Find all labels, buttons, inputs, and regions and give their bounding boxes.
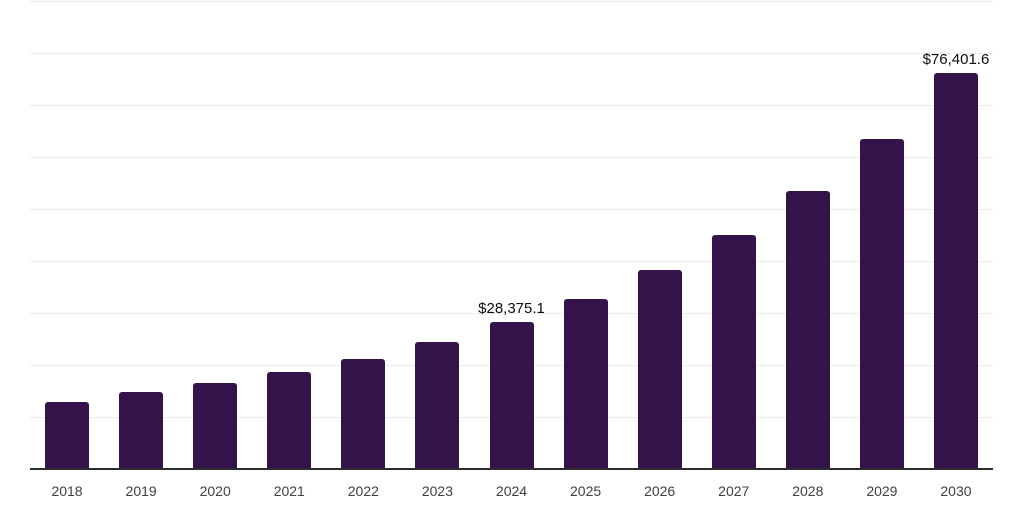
- bar-2029: [859, 138, 904, 470]
- gridline-70000: [30, 105, 993, 106]
- x-axis-line: [30, 468, 993, 470]
- bar-2019: [119, 392, 164, 470]
- x-label-2018: 2018: [51, 483, 83, 499]
- bar-2020: [193, 382, 238, 470]
- gridline-90000: [30, 1, 993, 2]
- bar-2025: [563, 299, 608, 470]
- x-label-2028: 2028: [792, 483, 824, 499]
- bar-2028: [785, 191, 830, 470]
- bar-2026: [637, 270, 682, 470]
- gridline-30000: [30, 313, 993, 314]
- plot-area: $28,375.1 $76,401.6: [30, 1, 993, 470]
- x-label-2019: 2019: [125, 483, 157, 499]
- data-label-2024: $28,375.1: [478, 300, 545, 318]
- x-axis-labels: 2018 2019 2020 2021 2022 2023 2024 2025 2026 2027…: [30, 482, 993, 500]
- x-label-2025: 2025: [570, 483, 602, 499]
- bar-2024: [489, 322, 534, 470]
- x-label-2023: 2023: [421, 483, 453, 499]
- gridline-80000: [30, 53, 993, 54]
- bar-2021: [267, 371, 312, 470]
- bar-2023: [415, 341, 460, 470]
- bar-2030: [933, 72, 978, 470]
- bar-2018: [45, 402, 90, 470]
- bar-2027: [711, 234, 756, 470]
- bar-2022: [341, 359, 386, 470]
- x-label-2029: 2029: [866, 483, 898, 499]
- x-label-2026: 2026: [644, 483, 676, 499]
- x-label-2020: 2020: [199, 483, 231, 499]
- x-label-2030: 2030: [940, 483, 972, 499]
- data-label-2030: $76,401.6: [922, 50, 990, 68]
- gridline-60000: [30, 157, 993, 158]
- x-label-2024: 2024: [495, 483, 528, 499]
- x-label-2022: 2022: [347, 483, 379, 499]
- gridline-50000: [30, 209, 993, 210]
- x-label-2027: 2027: [718, 483, 750, 499]
- gridline-40000: [30, 261, 993, 262]
- x-label-2021: 2021: [273, 483, 305, 499]
